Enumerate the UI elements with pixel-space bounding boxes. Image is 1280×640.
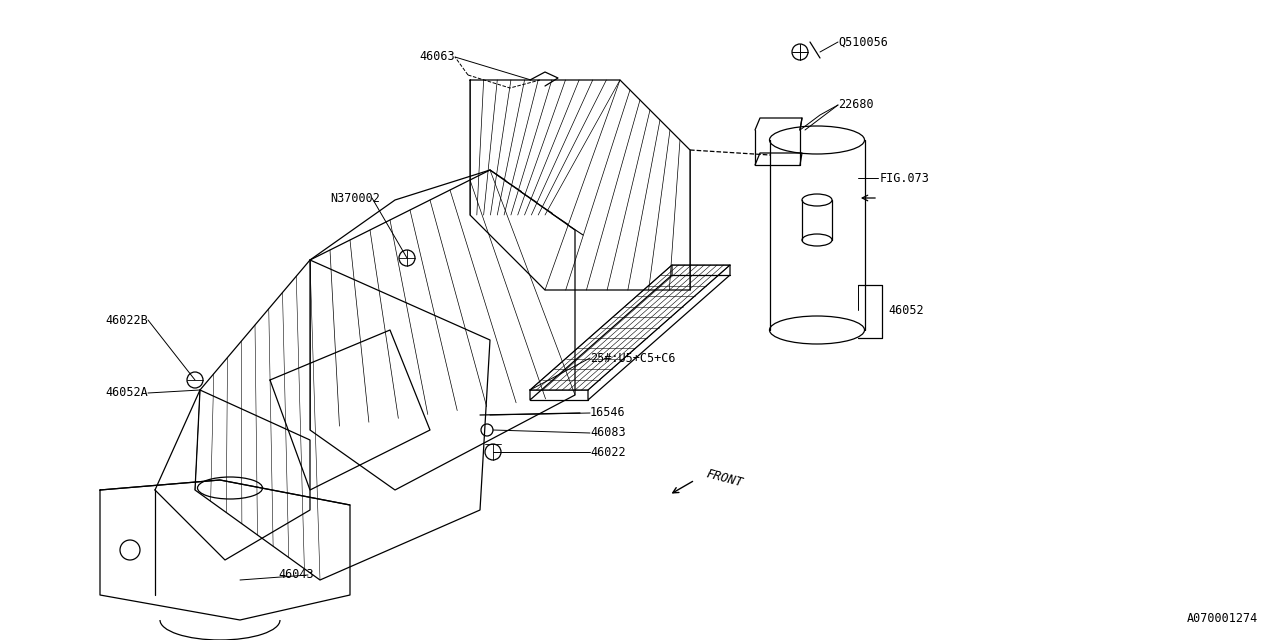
Text: 46022: 46022: [590, 445, 626, 458]
Text: 46022B: 46022B: [105, 314, 148, 326]
Text: Q510056: Q510056: [838, 35, 888, 49]
Text: 22680: 22680: [838, 99, 874, 111]
Text: FRONT: FRONT: [705, 467, 745, 489]
Text: FIG.073: FIG.073: [881, 172, 929, 184]
Text: 46083: 46083: [590, 426, 626, 440]
Text: N370002: N370002: [330, 191, 380, 205]
Text: 46063: 46063: [420, 51, 454, 63]
Text: A070001274: A070001274: [1187, 611, 1258, 625]
Text: 16546: 16546: [590, 406, 626, 419]
Text: 46052A: 46052A: [105, 387, 148, 399]
Text: 46052: 46052: [888, 303, 924, 317]
Text: 25#:U5+C5+C6: 25#:U5+C5+C6: [590, 351, 676, 365]
Text: 46043: 46043: [278, 568, 314, 582]
